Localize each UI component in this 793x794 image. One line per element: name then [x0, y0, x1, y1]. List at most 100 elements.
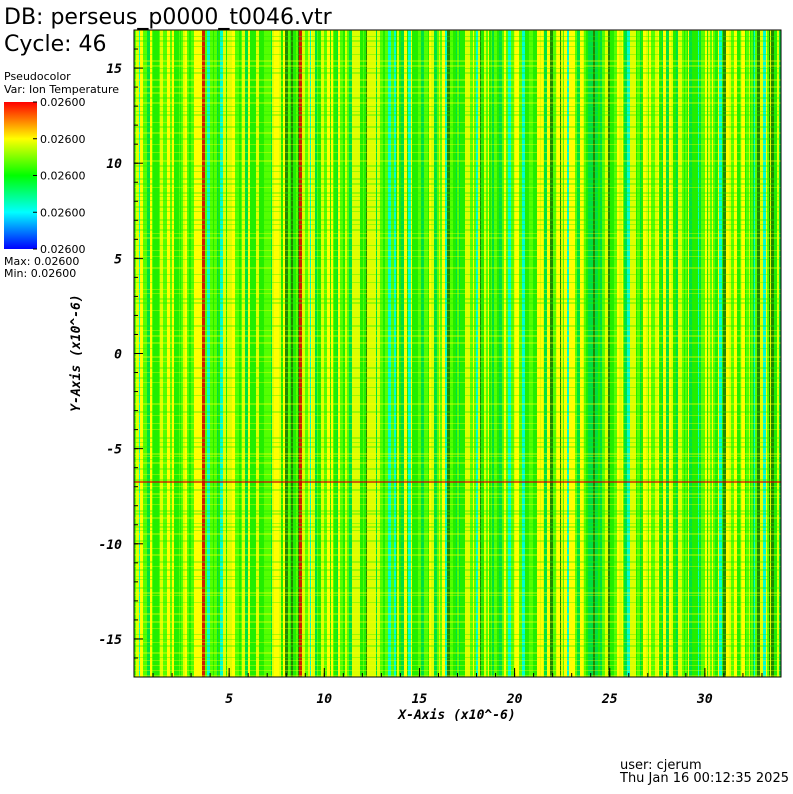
- field-stripe: [645, 30, 646, 677]
- field-stripe: [311, 30, 312, 677]
- field-band: [134, 196, 781, 197]
- y-tick-label: -5: [106, 443, 122, 458]
- field-stripe: [424, 30, 425, 677]
- field-band: [134, 628, 781, 629]
- field-stripe: [633, 30, 636, 677]
- x-tick-label: 10: [316, 692, 332, 707]
- field-stripe: [421, 30, 424, 677]
- field-band: [134, 595, 781, 596]
- field-stripe: [600, 30, 602, 677]
- field-band: [134, 224, 781, 225]
- field-band: [134, 670, 781, 671]
- field-stripe: [400, 30, 401, 677]
- field-stripe: [662, 30, 663, 677]
- field-stripe: [176, 30, 179, 677]
- field-stripe: [370, 30, 373, 677]
- field-stripe: [261, 30, 264, 677]
- y-tick-label: -15: [99, 633, 123, 648]
- field-stripe: [459, 30, 460, 677]
- field-stripe: [172, 30, 174, 677]
- field-band: [134, 587, 781, 589]
- field-band: [134, 317, 781, 318]
- field-stripe: [588, 30, 590, 677]
- field-band: [134, 126, 781, 128]
- field-band: [134, 387, 781, 388]
- field-stripe: [525, 30, 528, 677]
- field-stripe: [486, 30, 488, 677]
- field-stripe: [482, 30, 484, 677]
- field-band: [134, 289, 781, 290]
- field-stripe: [678, 30, 680, 677]
- colorbar-tick-label: 0.02600: [40, 96, 86, 109]
- field-band: [134, 493, 781, 495]
- field-band: [134, 65, 781, 67]
- field-stripe: [488, 30, 489, 677]
- field-stripe: [143, 30, 146, 677]
- field-stripe: [515, 30, 516, 677]
- field-stripe: [577, 30, 580, 677]
- field-stripe: [226, 30, 227, 677]
- field-band: [134, 579, 781, 580]
- field-stripe: [429, 30, 431, 677]
- field-stripe: [658, 30, 659, 677]
- field-stripe: [317, 30, 318, 677]
- field-stripe: [164, 30, 167, 677]
- field-stripe: [476, 30, 478, 677]
- field-band: [134, 468, 781, 470]
- field-band: [134, 462, 781, 464]
- field-stripe: [698, 30, 699, 677]
- field-stripe: [447, 30, 450, 677]
- field-stripe: [745, 30, 746, 677]
- field-stripe: [474, 30, 476, 677]
- field-stripe: [397, 30, 399, 677]
- field-stripe: [742, 30, 745, 677]
- field-band: [134, 138, 781, 140]
- colorbar-tick-label: 0.02600: [40, 206, 86, 219]
- field-stripe: [564, 30, 567, 677]
- field-stripe: [308, 30, 310, 677]
- field-stripe: [274, 30, 277, 677]
- field-stripe: [713, 30, 715, 677]
- field-stripe: [746, 30, 747, 677]
- field-stripe: [749, 30, 750, 677]
- field-band: [134, 602, 781, 603]
- field-stripe: [353, 30, 355, 677]
- field-stripe: [771, 30, 774, 677]
- field-stripe: [652, 30, 655, 677]
- field-band: [134, 517, 781, 519]
- field-stripe: [598, 30, 600, 677]
- field-band: [134, 446, 781, 448]
- field-stripe: [334, 30, 337, 677]
- field-stripe: [460, 30, 463, 677]
- field-band: [134, 497, 781, 498]
- field-stripe: [557, 30, 560, 677]
- field-band: [134, 200, 781, 201]
- cycle: Cycle: 46: [4, 32, 107, 57]
- field-stripe: [522, 30, 524, 677]
- field-stripe: [561, 30, 563, 677]
- field-stripe: [330, 30, 331, 677]
- field-stripe: [669, 30, 671, 677]
- field-band: [134, 652, 781, 654]
- field-stripe: [595, 30, 598, 677]
- field-stripe: [641, 30, 643, 677]
- field-stripe: [605, 30, 608, 677]
- field-stripe: [750, 30, 751, 677]
- field-stripe: [255, 30, 256, 677]
- field-band: [134, 592, 781, 594]
- field-band: [134, 219, 781, 221]
- field-stripe: [315, 30, 317, 677]
- field-stripe: [343, 30, 345, 677]
- field-stripe: [673, 30, 676, 677]
- field-stripe: [279, 30, 281, 677]
- field-band: [134, 152, 781, 153]
- field-stripe: [146, 30, 147, 677]
- field-stripe: [637, 30, 639, 677]
- field-stripe: [207, 30, 210, 677]
- field-stripe: [646, 30, 648, 677]
- field-stripe: [767, 30, 769, 677]
- field-band: [134, 566, 781, 567]
- field-stripe: [757, 30, 760, 677]
- field-stripe: [556, 30, 557, 677]
- field-stripe: [333, 30, 334, 677]
